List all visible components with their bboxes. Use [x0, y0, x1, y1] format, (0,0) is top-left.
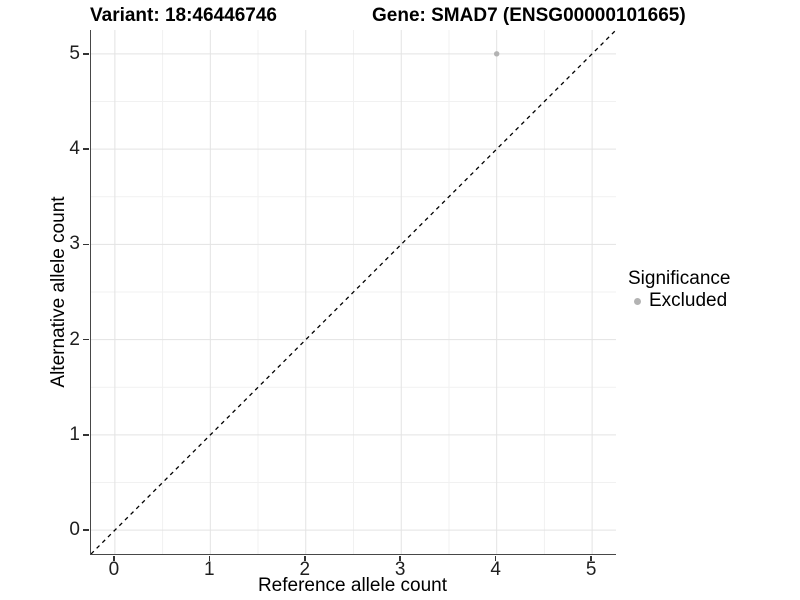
x-tick-label: 1 [204, 559, 215, 580]
y-tick-label: 3 [69, 233, 80, 255]
data-point [493, 51, 500, 57]
x-tick-mark [590, 555, 592, 561]
x-tick-label: 2 [299, 559, 311, 580]
x-axis-label: Reference allele count [257, 575, 448, 596]
plot-canvas [91, 30, 616, 554]
x-tick-label: 0 [108, 559, 120, 580]
x-tick-label: 3 [394, 559, 406, 580]
x-tick-mark [494, 555, 497, 561]
x-tick-mark [113, 555, 115, 561]
plot-panel [90, 30, 616, 555]
y-tick-label: 0 [69, 519, 80, 541]
x-tick-mark [399, 555, 402, 561]
y-axis-label: Alternative allele count [48, 196, 69, 388]
legend-entry-excluded: Excluded [628, 290, 730, 312]
x-tick-mark [303, 555, 306, 561]
y-tick-mark [83, 338, 89, 341]
legend-title: Significance [628, 268, 731, 289]
x-tick-label: 5 [585, 559, 597, 580]
y-tick-mark [83, 243, 89, 246]
y-tick-label: 1 [69, 423, 80, 445]
x-tick-mark [208, 555, 211, 561]
legend: Significance Excluded [628, 267, 730, 312]
y-tick-mark [83, 434, 89, 436]
legend-entry-label: Excluded [649, 290, 728, 311]
y-tick-label: 4 [69, 138, 80, 160]
x-tick-label: 4 [490, 559, 501, 580]
y-tick-mark [83, 529, 89, 531]
y-tick-mark [83, 148, 89, 150]
y-tick-label: 5 [69, 42, 80, 64]
plot-title-variant: Variant: 18:46446746 [90, 5, 277, 26]
plot-title-gene: Gene: SMAD7 (ENSG00000101665) [372, 5, 686, 26]
identity-line [91, 30, 616, 554]
y-tick-mark [83, 53, 89, 55]
excluded-point-icon [634, 297, 641, 305]
y-tick-label: 2 [69, 328, 80, 350]
